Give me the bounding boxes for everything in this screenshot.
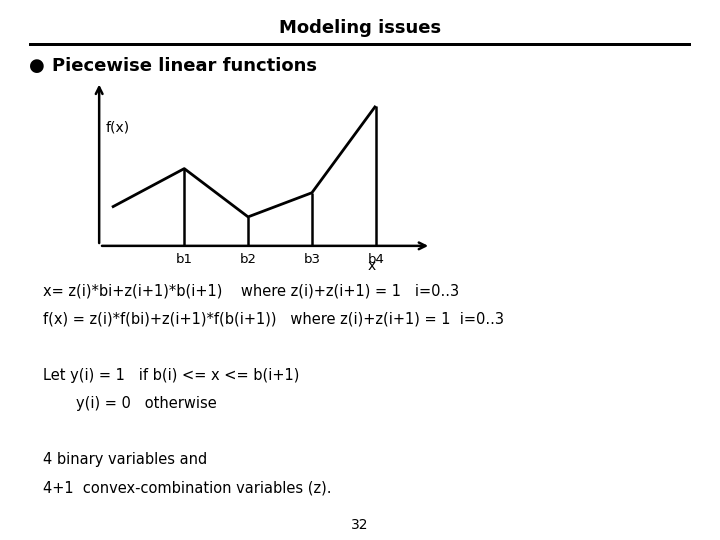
- Text: y(i) = 0   otherwise: y(i) = 0 otherwise: [76, 396, 216, 411]
- Text: ●: ●: [29, 57, 45, 75]
- Text: Modeling issues: Modeling issues: [279, 19, 441, 37]
- Text: 32: 32: [351, 518, 369, 532]
- Text: Piecewise linear functions: Piecewise linear functions: [52, 57, 317, 75]
- Text: b3: b3: [303, 253, 320, 266]
- Text: x= z(i)*bi+z(i+1)*b(i+1)    where z(i)+z(i+1) = 1   i=0..3: x= z(i)*bi+z(i+1)*b(i+1) where z(i)+z(i+…: [43, 284, 459, 299]
- Text: b2: b2: [240, 253, 256, 266]
- Text: f(x) = z(i)*f(bi)+z(i+1)*f(b(i+1))   where z(i)+z(i+1) = 1  i=0..3: f(x) = z(i)*f(bi)+z(i+1)*f(b(i+1)) where…: [43, 312, 504, 327]
- Text: b1: b1: [176, 253, 193, 266]
- Text: Let y(i) = 1   if b(i) <= x <= b(i+1): Let y(i) = 1 if b(i) <= x <= b(i+1): [43, 368, 300, 383]
- Text: 4 binary variables and: 4 binary variables and: [43, 452, 207, 467]
- Text: 4+1  convex-combination variables (z).: 4+1 convex-combination variables (z).: [43, 480, 332, 495]
- Text: b4: b4: [367, 253, 384, 266]
- Text: x: x: [367, 259, 375, 273]
- Text: f(x): f(x): [106, 120, 130, 134]
